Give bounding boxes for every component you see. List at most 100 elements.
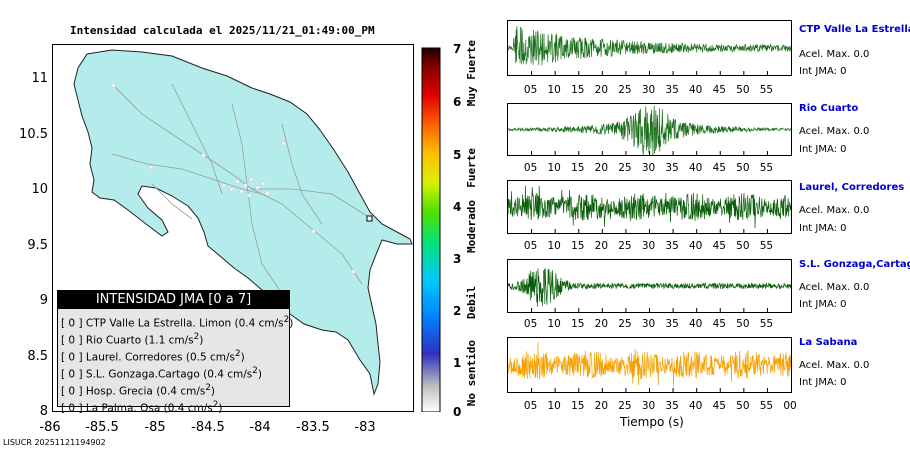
time-tick-label: 30 [641,162,656,174]
cbar-label-4: 4 [453,200,462,214]
time-tick-label: 35 [665,162,679,174]
time-tick-label: 50 [736,240,750,252]
time-tick-label: 20 [594,84,609,96]
cbar-label-5: 5 [453,148,462,162]
time-tick-label: 10 [547,318,561,330]
lon-label-84: -84 [249,420,271,435]
station-name-5: La Sabana [799,337,858,348]
trace-panel-1 [507,20,792,76]
time-tick-label: 00 [783,400,797,412]
time-tick-label: 20 [594,162,609,174]
time-tick-label: 10 [547,240,561,252]
waveform-2 [507,105,792,156]
station-jma-4: Int JMA: 0 [799,299,847,310]
time-tick-label: 15 [571,318,585,330]
cbar-label-1: 1 [453,356,462,370]
time-tick-label: 25 [618,240,632,252]
legend-item: [ 0 ] Hosp. Grecia (0.4 cm/s2) [61,383,216,398]
time-ticks-4: 05 10 15 20 25 30 35 40 45 50 55 [507,318,797,330]
time-tick-label: 45 [712,400,726,412]
station-accel-1: Acel. Max. 0.0 [799,49,870,60]
cbar-label-3: 3 [453,252,462,266]
time-tick-label: 50 [736,162,750,174]
waveform-4 [507,268,792,312]
station-name-1: CTP Valle La Estrella, L [799,24,910,35]
cbar-cat-debil: Debil [465,286,478,320]
time-tick-label: 45 [712,162,726,174]
waveform-trace [507,25,792,66]
station-legend: INTENSIDAD JMA [0 a 7] [ 0 ] CTP Valle L… [57,290,293,415]
time-tick-label: 50 [736,84,750,96]
station-accel-2: Acel. Max. 0.0 [799,126,870,137]
lon-label-83-5: -83.5 [296,420,330,435]
legend-item: [ 0 ] La Palma. Osa (0.4 cm/s2) [61,400,223,415]
station-jma-1: Int JMA: 0 [799,66,847,77]
time-tick-label: 40 [688,240,703,252]
time-tick-label: 45 [712,84,726,96]
time-tick-label: 55 [759,84,774,96]
time-tick-label: 25 [618,84,632,96]
time-tick-label: 55 [759,318,774,330]
x-axis-label: Tiempo (s) [620,415,684,429]
station-accel-4: Acel. Max. 0.0 [799,282,870,293]
time-tick-label: 35 [665,400,679,412]
time-ticks-2: 05 10 15 20 25 30 35 40 45 50 55 [507,162,797,174]
legend-item: [ 0 ] Laurel. Corredores (0.5 cm/s2) [61,349,245,364]
cbar-cat-fuerte: Fuerte [465,148,478,188]
time-tick-label: 10 [547,84,561,96]
lon-label-85-5: -85.5 [85,420,119,435]
time-tick-label: 30 [641,318,656,330]
time-tick-label: 45 [712,240,726,252]
time-tick-label: 05 [523,400,538,412]
time-tick-label: 35 [665,240,679,252]
cbar-label-6: 6 [453,95,462,109]
time-tick-label: 45 [712,318,726,330]
waveform-trace [507,105,792,156]
time-tick-label: 55 [759,400,774,412]
time-tick-label: 10 [547,400,561,412]
lat-label-9: 9 [39,293,48,308]
station-points [111,83,356,274]
lon-label-86: -86 [39,420,61,435]
lat-label-10-5: 10.5 [19,127,48,142]
trace-panel-5 [507,337,792,393]
time-tick-label: 05 [523,318,538,330]
lon-label-83: -83 [354,420,376,435]
lon-label-85: -85 [144,420,166,435]
time-tick-label: 30 [641,240,656,252]
station-jma-3: Int JMA: 0 [799,223,847,234]
lat-label-11: 11 [31,71,48,86]
station-jma-5: Int JMA: 0 [799,377,847,388]
cbar-label-2: 2 [453,304,462,318]
lat-label-9-5: 9.5 [27,238,48,253]
time-tick-label: 40 [688,400,703,412]
trace-panel-3 [507,180,792,234]
time-tick-label: 35 [665,318,679,330]
station-name-2: Rio Cuarto [799,103,859,114]
time-tick-label: 25 [618,318,632,330]
trace-panel-2 [507,103,792,156]
cbar-cat-muy-fuerte: Muy Fuerte [465,40,478,107]
time-tick-label: 05 [523,162,538,174]
time-tick-label: 15 [571,162,585,174]
station-accel-5: Acel. Max. 0.0 [799,360,870,371]
time-tick-label: 55 [759,240,774,252]
time-tick-label: 20 [594,240,609,252]
time-tick-label: 05 [523,84,538,96]
cbar-cat-moderado: Moderado [465,200,478,253]
time-tick-label: 25 [618,162,632,174]
time-tick-label: 10 [547,162,561,174]
time-tick-label: 15 [571,240,585,252]
costa-rica-landmass [73,49,413,396]
lat-label-10: 10 [31,182,48,197]
time-tick-label: 05 [523,240,538,252]
station-jma-2: Int JMA: 0 [799,144,847,155]
cbar-label-0: 0 [453,405,462,419]
time-tick-label: 30 [641,400,656,412]
time-tick-label: 40 [688,162,703,174]
waveform-3 [507,185,792,233]
time-tick-label: 15 [571,84,585,96]
time-tick-label: 30 [641,84,656,96]
trace-panel-4 [507,259,792,313]
time-ticks-1: 05 10 15 20 25 30 35 40 45 50 55 [507,84,797,96]
